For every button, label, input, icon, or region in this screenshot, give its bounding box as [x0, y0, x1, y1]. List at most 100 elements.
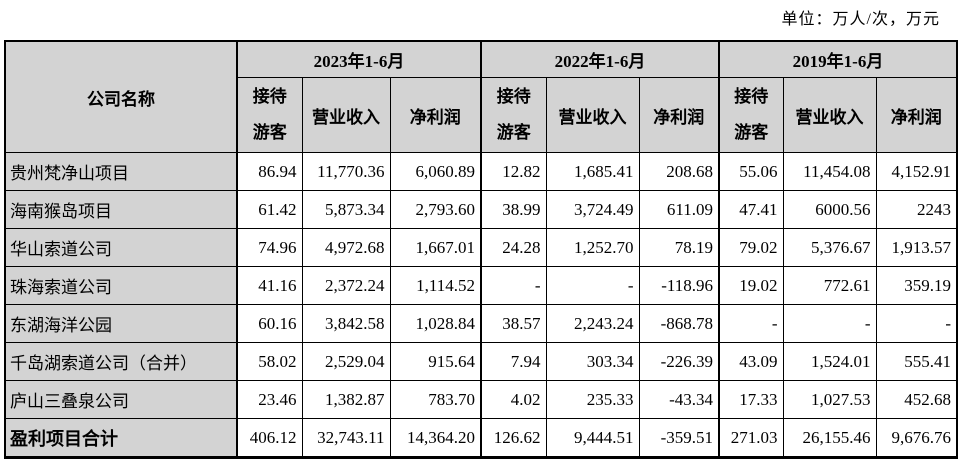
value-cell: 4,972.68	[301, 228, 391, 267]
value-cell: 6,060.89	[389, 152, 482, 191]
profit-header-2023: 净利润	[389, 77, 482, 153]
value-cell: 86.94	[236, 152, 303, 191]
revenue-header-2023: 营业收入	[301, 77, 391, 153]
value-cell: 1,524.01	[782, 342, 877, 381]
visitors-header-line1: 接待	[734, 87, 769, 106]
value-cell: 3,724.49	[545, 190, 640, 229]
value-cell: 24.28	[480, 228, 547, 267]
value-cell: -226.39	[638, 342, 720, 381]
visitors-header-line1: 接待	[496, 87, 531, 106]
value-cell: 1,252.70	[545, 228, 640, 267]
value-cell: 1,028.84	[389, 304, 482, 343]
value-cell: 2,372.24	[301, 266, 391, 305]
value-cell: 78.19	[638, 228, 720, 267]
value-cell: 12.82	[480, 152, 547, 191]
value-cell: -	[718, 304, 784, 343]
table-row: 贵州梵净山项目 86.94 11,770.36 6,060.89 12.82 1,685.…	[4, 152, 958, 191]
company-name-header: 公司名称	[4, 40, 238, 153]
company-name-cell: 千岛湖索道公司（合并）	[4, 342, 238, 381]
value-cell: 2243	[875, 190, 958, 229]
value-cell: 772.61	[782, 266, 877, 305]
value-cell: 208.68	[638, 152, 720, 191]
value-cell: 26,155.46	[782, 418, 877, 458]
profit-header-2022: 净利润	[638, 77, 720, 153]
value-cell: 38.57	[480, 304, 547, 343]
value-cell: -868.78	[638, 304, 720, 343]
table-row: 珠海索道公司 41.16 2,372.24 1,114.52- - -118.96 19.0…	[4, 266, 958, 305]
value-cell: 2,529.04	[301, 342, 391, 381]
value-cell: 4.02	[480, 380, 547, 419]
value-cell: 61.42	[236, 190, 303, 229]
company-name-cell: 盈利项目合计	[4, 418, 238, 458]
value-cell: 2,793.60	[389, 190, 482, 229]
visitors-header-line1: 接待	[252, 87, 287, 106]
visitors-header-line2: 游客	[734, 123, 769, 142]
value-cell: 1,114.52	[389, 266, 482, 305]
value-cell: 6000.56	[782, 190, 877, 229]
value-cell: 17.33	[718, 380, 784, 419]
value-cell: 11,770.36	[301, 152, 391, 191]
value-cell: 55.06	[718, 152, 784, 191]
visitors-header-line2: 游客	[496, 123, 531, 142]
period-header-2019: 2019年1-6月	[718, 40, 958, 78]
value-cell: -43.34	[638, 380, 720, 419]
value-cell: 126.62	[480, 418, 547, 458]
value-cell: 38.99	[480, 190, 547, 229]
company-name-cell: 珠海索道公司	[4, 266, 238, 305]
company-name-cell: 东湖海洋公园	[4, 304, 238, 343]
table-row: 海南猴岛项目 61.42 5,873.34 2,793.60 38.99 3,724.49…	[4, 190, 958, 229]
value-cell: 32,743.11	[301, 418, 391, 458]
period-header-2023: 2023年1-6月	[236, 40, 482, 78]
period-header-row: 公司名称 2023年1-6月 2022年1-6月 2019年1-6月	[4, 40, 958, 153]
value-cell: 9,444.51	[545, 418, 640, 458]
table-body: 贵州梵净山项目 86.94 11,770.36 6,060.89 12.82 1,685.…	[4, 152, 958, 458]
value-cell: 1,913.57	[875, 228, 958, 267]
value-cell: 1,027.53	[782, 380, 877, 419]
financial-comparison-table: 公司名称 2023年1-6月 2022年1-6月 2019年1-6月 接待 游客…	[4, 40, 958, 459]
value-cell: 41.16	[236, 266, 303, 305]
value-cell: 2,243.24	[545, 304, 640, 343]
value-cell: 58.02	[236, 342, 303, 381]
value-cell: 19.02	[718, 266, 784, 305]
value-cell: 7.94	[480, 342, 547, 381]
value-cell: 915.64	[389, 342, 482, 381]
value-cell: 783.70	[389, 380, 482, 419]
value-cell: 303.34	[545, 342, 640, 381]
table-row: 华山索道公司 74.96 4,972.68 1,667.01 24.28 1,252.70…	[4, 228, 958, 267]
revenue-header-2022: 营业收入	[545, 77, 640, 153]
value-cell: 79.02	[718, 228, 784, 267]
value-cell: 1,382.87	[301, 380, 391, 419]
value-cell: 47.41	[718, 190, 784, 229]
visitors-header-2022: 接待 游客	[480, 77, 547, 153]
value-cell: 235.33	[545, 380, 640, 419]
value-cell: 452.68	[875, 380, 958, 419]
table-row: 庐山三叠泉公司 23.46 1,382.87 783.70 4.02 235.33 -43.…	[4, 380, 958, 419]
sub-header-row: 接待 游客 营业收入 净利润 接待 游客 营业收入 净利润 接待 游客 营业收入…	[5, 77, 958, 153]
value-cell: 60.16	[236, 304, 303, 343]
value-cell: -118.96	[638, 266, 720, 305]
value-cell: 43.09	[718, 342, 784, 381]
value-cell: -359.51	[638, 418, 720, 458]
value-cell: 9,676.76	[875, 418, 958, 458]
revenue-header-2019: 营业收入	[782, 77, 877, 153]
value-cell: 5,873.34	[301, 190, 391, 229]
visitors-header-2023: 接待 游客	[236, 77, 303, 153]
profit-header-2019: 净利润	[875, 77, 958, 153]
company-name-cell: 海南猴岛项目	[4, 190, 238, 229]
value-cell: 271.03	[718, 418, 784, 458]
value-cell: 1,667.01	[389, 228, 482, 267]
value-cell: -	[545, 266, 640, 305]
unit-label: 单位：万人/次，万元	[781, 11, 940, 28]
visitors-header-line2: 游客	[252, 123, 287, 142]
company-name-cell: 庐山三叠泉公司	[4, 380, 238, 419]
table-row: 千岛湖索道公司（合并） 58.02 2,529.04 915.64 7.94 303.34…	[4, 342, 958, 381]
value-cell: -	[480, 266, 547, 305]
value-cell: 611.09	[638, 190, 720, 229]
table-header: 公司名称 2023年1-6月 2022年1-6月 2019年1-6月 接待 游客…	[4, 40, 958, 153]
period-header-2022: 2022年1-6月	[480, 40, 720, 78]
value-cell: 1,685.41	[545, 152, 640, 191]
value-cell: 3,842.58	[301, 304, 391, 343]
value-cell: 14,364.20	[389, 418, 482, 458]
company-name-cell: 贵州梵净山项目	[4, 152, 238, 191]
value-cell: -	[875, 304, 958, 343]
